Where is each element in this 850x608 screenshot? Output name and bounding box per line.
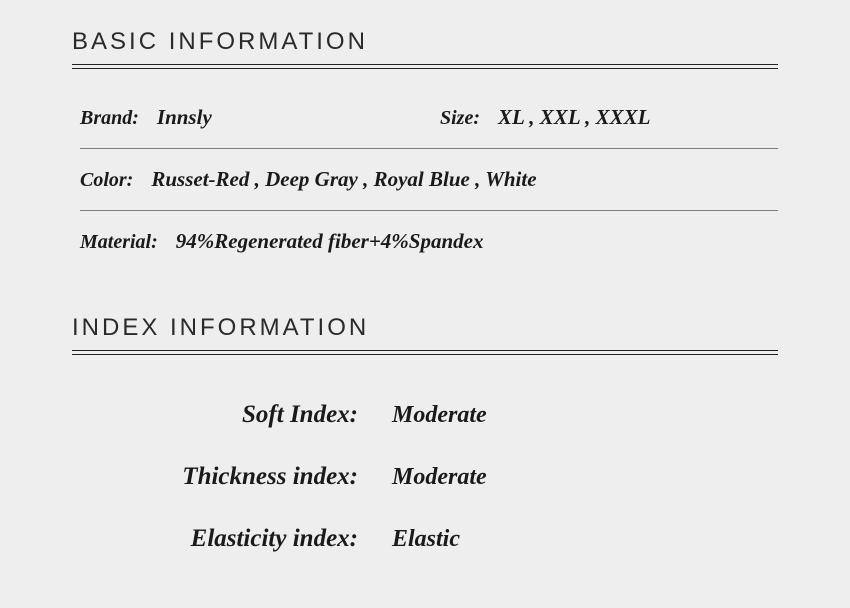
brand-label: Brand: xyxy=(80,107,139,130)
row-thickness-index: Thickness index: Moderate xyxy=(72,463,778,491)
soft-index-label: Soft Index: xyxy=(72,401,392,429)
row-material: Material: 94%Regenerated fiber+4%Spandex xyxy=(72,229,778,254)
heading-rule xyxy=(72,350,778,355)
soft-index-value: Moderate xyxy=(392,402,487,429)
basic-info-block: Brand: Innsly Size: XL , XXL , XXXL Colo… xyxy=(72,105,778,254)
material-value: 94%Regenerated fiber+4%Spandex xyxy=(176,229,484,254)
elasticity-index-label: Elasticity index: xyxy=(72,525,392,553)
basic-info-heading: BASIC INFORMATION xyxy=(72,28,778,64)
row-divider xyxy=(80,210,778,211)
row-elasticity-index: Elasticity index: Elastic xyxy=(72,525,778,553)
color-value: Russet-Red , Deep Gray , Royal Blue , Wh… xyxy=(151,167,536,192)
size-value: XL , XXL , XXXL xyxy=(498,105,650,130)
index-info-block: Soft Index: Moderate Thickness index: Mo… xyxy=(72,391,778,553)
color-label: Color: xyxy=(80,169,133,192)
heading-rule xyxy=(72,64,778,69)
size-pair: Size: XL , XXL , XXXL xyxy=(440,105,650,130)
brand-value: Innsly xyxy=(157,105,212,130)
thickness-index-label: Thickness index: xyxy=(72,463,392,491)
row-brand-size: Brand: Innsly Size: XL , XXL , XXXL xyxy=(72,105,778,130)
thickness-index-value: Moderate xyxy=(392,464,487,491)
row-color: Color: Russet-Red , Deep Gray , Royal Bl… xyxy=(72,167,778,192)
elasticity-index-value: Elastic xyxy=(392,526,460,553)
brand-pair: Brand: Innsly xyxy=(80,105,440,130)
product-spec-sheet: BASIC INFORMATION Brand: Innsly Size: XL… xyxy=(0,0,850,553)
index-info-heading: INDEX INFORMATION xyxy=(72,314,778,350)
size-label: Size: xyxy=(440,107,480,130)
row-divider xyxy=(80,148,778,149)
material-label: Material: xyxy=(80,231,158,254)
row-soft-index: Soft Index: Moderate xyxy=(72,401,778,429)
